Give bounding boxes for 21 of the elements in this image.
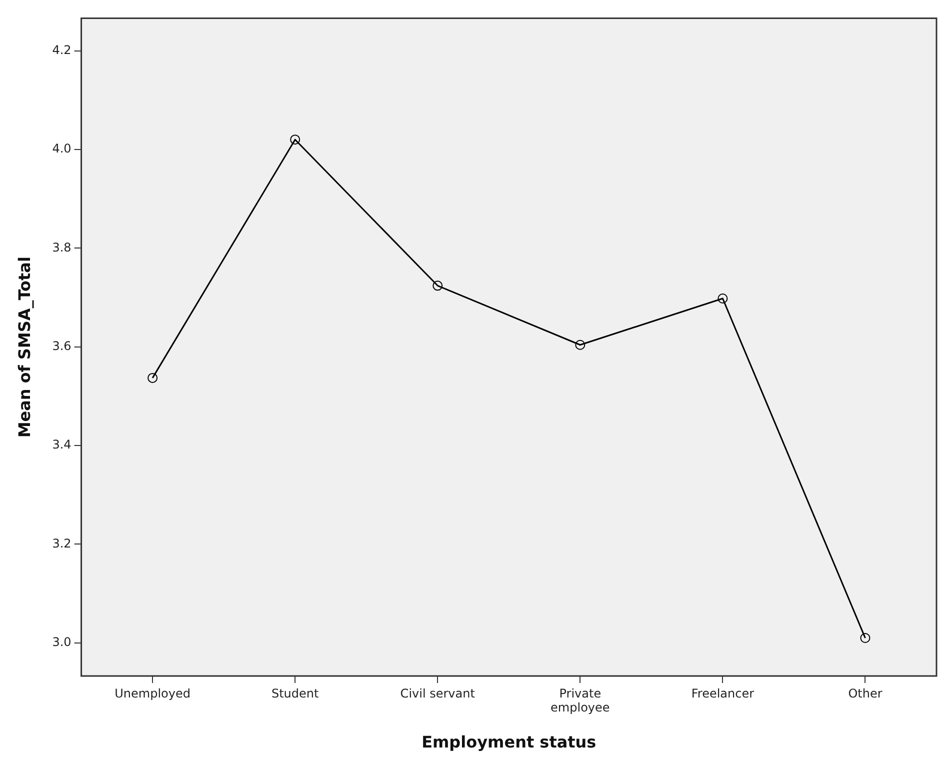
point xyxy=(148,372,158,383)
point xyxy=(290,134,300,145)
y-tick-label: 3.4 xyxy=(52,438,72,452)
y-tick-label: 3.0 xyxy=(52,635,72,650)
x-tick-label: Civil servant xyxy=(400,686,476,700)
y-tick-label: 3.6 xyxy=(52,338,72,353)
x-tick-label: Other xyxy=(848,686,882,700)
x-tick-label: Student xyxy=(271,686,319,700)
y-axis-title: Mean of SMSA_Total xyxy=(14,256,34,438)
point xyxy=(575,340,586,350)
x-tick-label: Unemployed xyxy=(114,686,190,700)
y-tick-label: 4.2 xyxy=(52,42,72,57)
x-tick-label: Freelancer xyxy=(691,686,754,700)
x-tick-label: Private employee xyxy=(550,686,610,715)
point xyxy=(718,293,728,304)
point xyxy=(860,633,870,644)
x-axis-title: Employment status xyxy=(422,732,596,752)
y-tick-label: 3.8 xyxy=(52,240,72,254)
y-tick-label: 3.2 xyxy=(52,536,72,550)
y-tick-label: 4.0 xyxy=(52,142,72,156)
point xyxy=(432,280,443,291)
